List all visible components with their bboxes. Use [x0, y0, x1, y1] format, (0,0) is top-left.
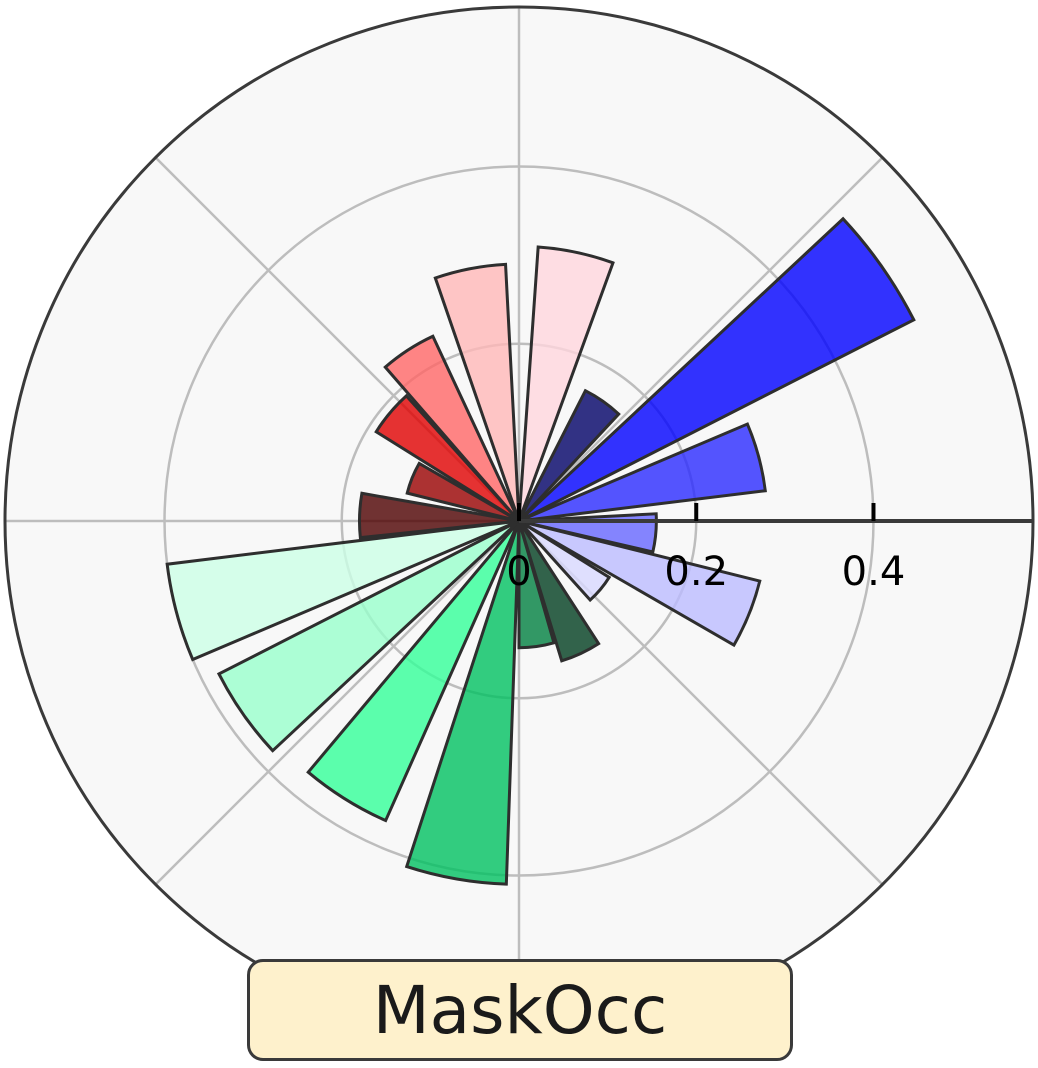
polar-bar [517, 520, 556, 650]
polar-bar [517, 519, 612, 603]
polar-bar [404, 520, 521, 886]
polar-bar [306, 520, 521, 823]
grid-spoke [518, 156, 884, 522]
title-box: MaskOcc [247, 959, 793, 1061]
grid-spoke [154, 520, 520, 886]
polar-bar [357, 491, 520, 540]
radial-tick-label: 0.2 [664, 549, 728, 595]
radial-tick-label: 0.4 [842, 549, 906, 595]
polar-bar [518, 519, 762, 648]
polar-bar [433, 262, 521, 522]
polar-bar [374, 393, 521, 523]
polar-bar [216, 519, 521, 753]
polar-bar [405, 461, 520, 523]
radial-axis: 0 0.2 0.4 [506, 503, 1033, 595]
polar-bar [383, 334, 521, 522]
bar-group [165, 216, 916, 886]
polar-bar [517, 520, 601, 663]
polar-bar [517, 388, 621, 523]
polar-bar [517, 216, 916, 523]
polar-bar [518, 512, 658, 554]
radial-tick-label: 0 [506, 549, 531, 595]
polar-bar [517, 245, 615, 522]
polar-bar [165, 519, 520, 662]
chart-title: MaskOcc [372, 971, 668, 1049]
polar-bar [518, 422, 767, 523]
